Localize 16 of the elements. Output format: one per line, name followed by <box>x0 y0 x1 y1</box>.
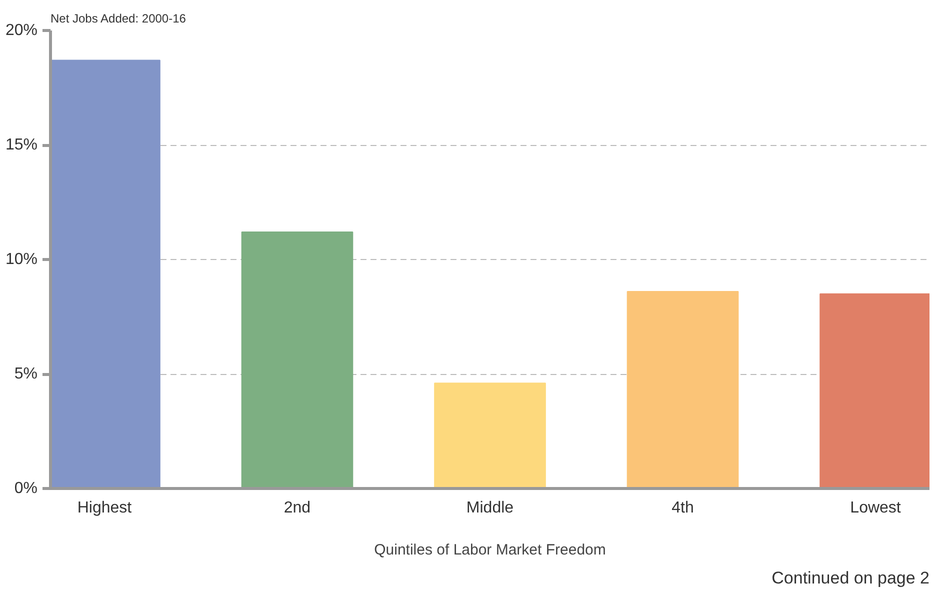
y-tick-label: 10% <box>5 251 38 268</box>
y-tick-label: 15% <box>5 136 38 154</box>
bar <box>241 232 354 488</box>
x-tick-label: Middle <box>466 500 514 516</box>
text: Continued on page 2 <box>772 568 930 588</box>
x-tick-label: Lowest <box>850 500 902 516</box>
x-tick-label: 4th <box>672 500 694 516</box>
y-tick-label: 20% <box>5 22 38 39</box>
x-tick-label: 2nd <box>284 500 311 516</box>
x-axis-title: Quintiles of Labor Market Freedom <box>374 542 606 558</box>
y-tick-label: 5% <box>14 366 38 382</box>
bar <box>626 291 739 488</box>
y-tick-label: 0% <box>14 480 38 497</box>
bar <box>434 382 546 488</box>
chart-title: Net Jobs Added: 2000-16 <box>50 12 186 26</box>
x-tick-label: Highest <box>77 500 132 516</box>
